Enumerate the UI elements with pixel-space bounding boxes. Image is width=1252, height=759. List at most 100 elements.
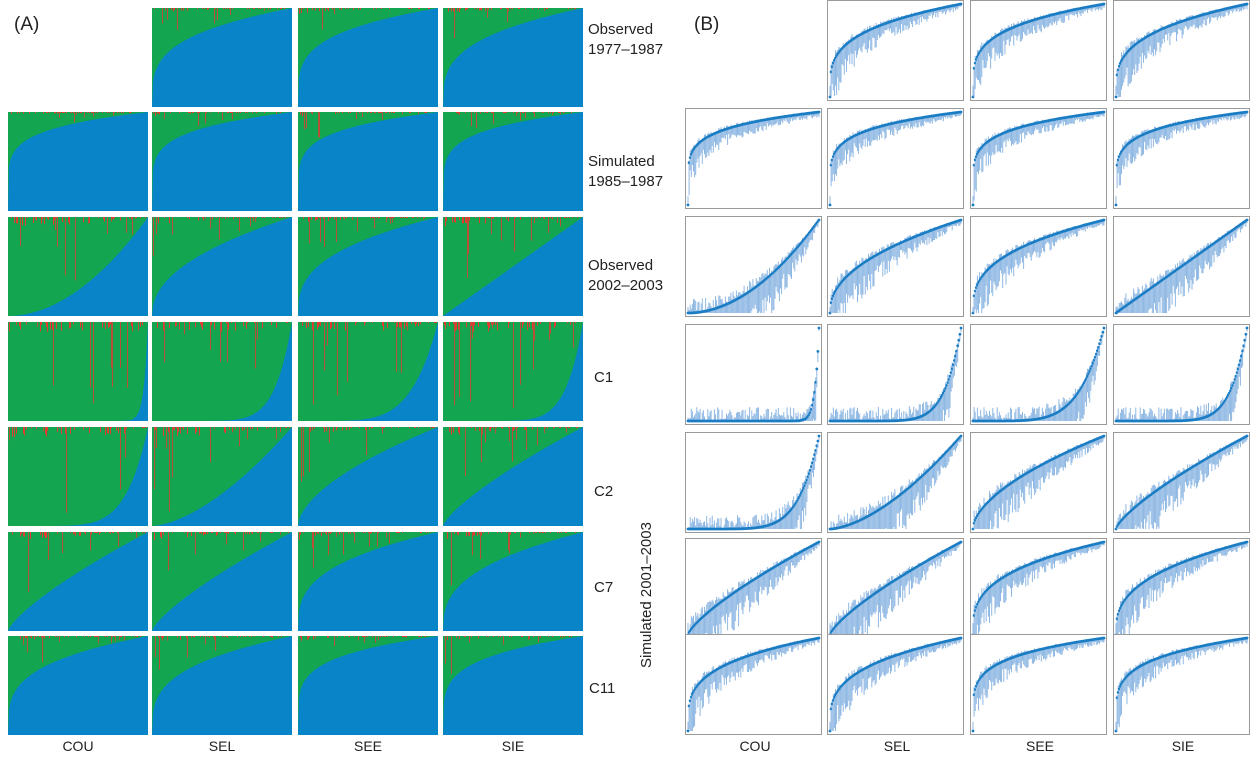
ancestry-red-bar: [92, 112, 93, 113]
ancestry-red-bar: [76, 112, 77, 115]
ancestry-red-bar: [471, 636, 472, 638]
scatter-plot-observed-2002-cou: [685, 216, 822, 317]
scatter-plot-observed-2002-sie: [1113, 216, 1250, 317]
ancestry-red-bar: [230, 8, 231, 15]
ancestry-red-bar: [146, 427, 147, 428]
ancestry-red-bar: [189, 322, 190, 330]
ancestry-red-bar: [407, 217, 408, 218]
ancestry-red-bar: [24, 532, 25, 537]
ancestry-red-bar: [560, 636, 561, 637]
ancestry-red-bar: [382, 636, 383, 637]
ancestry-red-bar: [527, 322, 528, 330]
ancestry-red-bar: [514, 532, 515, 533]
ancestry-red-bar: [220, 532, 221, 534]
ancestry-red-bar: [272, 636, 273, 638]
ancestry-red-bar: [577, 217, 578, 218]
ancestry-blue-area: [443, 112, 583, 211]
ancestry-red-bar: [253, 8, 254, 9]
ancestry-red-bar: [164, 217, 165, 218]
ancestry-red-bar: [409, 112, 410, 113]
ancestry-red-bar: [158, 636, 159, 638]
ancestry-red-bar: [211, 532, 212, 533]
ancestry-red-bar: [188, 112, 189, 113]
structure-plot-simulated-1985-sie: [443, 112, 583, 211]
ancestry-red-bar: [243, 532, 244, 551]
ancestry-red-bar: [514, 427, 515, 430]
ancestry-red-bar: [87, 112, 88, 113]
ancestry-red-bar: [84, 532, 85, 533]
ancestry-red-bar: [189, 217, 190, 220]
ancestry-red-bar: [476, 112, 477, 128]
ancestry-red-bar: [358, 8, 359, 10]
ancestry-red-bar: [109, 322, 110, 327]
ancestry-red-bar: [97, 636, 98, 637]
ancestry-red-bar: [559, 532, 560, 533]
ancestry-red-bar: [145, 532, 146, 533]
ancestry-red-bar: [309, 217, 310, 244]
ancestry-red-bar: [249, 532, 250, 535]
ancestry-red-bar: [334, 217, 335, 220]
ancestry-red-bar: [378, 636, 379, 641]
ancestry-red-bar: [320, 217, 321, 243]
ancestry-red-bar: [227, 322, 228, 363]
scatter-plot-observed-1977-see: [970, 0, 1107, 101]
structure-plot-c7-see: [298, 532, 438, 631]
ancestry-red-bar: [9, 427, 10, 441]
ancestry-red-bar: [491, 322, 492, 325]
ancestry-red-bar: [20, 217, 21, 247]
ancestry-red-bar: [166, 427, 167, 449]
ancestry-red-bar: [140, 322, 141, 327]
ancestry-red-bar: [451, 427, 452, 435]
ancestry-red-bar: [68, 217, 69, 223]
ancestry-red-bar: [486, 427, 487, 428]
ancestry-red-bar: [545, 532, 546, 533]
ancestry-red-bar: [245, 636, 246, 637]
ancestry-red-bar: [55, 112, 56, 114]
ancestry-red-bar: [481, 532, 482, 536]
ancestry-red-bar: [105, 636, 106, 637]
ancestry-red-bar: [576, 427, 577, 428]
ancestry-red-bar: [550, 532, 551, 533]
ancestry-red-bar: [475, 217, 476, 218]
ancestry-red-bar: [205, 636, 206, 645]
ancestry-red-bar: [543, 112, 544, 113]
ancestry-red-bar: [228, 322, 229, 330]
ancestry-red-bar: [159, 636, 160, 670]
ancestry-red-bar: [348, 636, 349, 637]
structure-plot-c1-see: [298, 322, 438, 421]
scatter-plot-observed-2002-see: [970, 216, 1107, 317]
ancestry-red-bar: [402, 532, 403, 533]
ancestry-red-bar: [199, 112, 200, 113]
ancestry-red-bar: [313, 532, 314, 568]
ancestry-red-bar: [323, 217, 324, 219]
ancestry-red-bar: [210, 217, 211, 229]
ancestry-red-bar: [301, 8, 302, 14]
ancestry-red-bar: [48, 532, 49, 560]
ancestry-red-bar: [319, 8, 320, 12]
ancestry-red-bar: [235, 532, 236, 535]
ancestry-red-bar: [324, 322, 325, 371]
ancestry-red-bar: [142, 532, 143, 533]
ancestry-red-bar: [546, 8, 547, 9]
ancestry-red-bar: [214, 636, 215, 640]
ancestry-red-bar: [360, 8, 361, 10]
ancestry-red-bar: [164, 322, 165, 363]
ancestry-red-bar: [526, 427, 527, 450]
ancestry-red-bar: [372, 322, 373, 323]
ancestry-red-bar: [132, 217, 133, 235]
structure-plot-observed-2002-cou: [8, 217, 148, 316]
row-label-simulated-1985: Simulated 1985–1987: [588, 152, 663, 192]
ancestry-red-bar: [428, 8, 429, 9]
ancestry-red-bar: [301, 427, 302, 482]
ancestry-red-bar: [327, 8, 328, 10]
ancestry-red-bar: [272, 532, 273, 533]
ancestry-red-bar: [357, 217, 358, 232]
ancestry-red-bar: [315, 8, 316, 11]
ancestry-red-bar: [488, 636, 489, 637]
ancestry-red-bar: [213, 636, 214, 637]
ancestry-red-bar: [19, 112, 20, 113]
ancestry-red-bar: [163, 636, 164, 638]
ancestry-red-bar: [485, 8, 486, 11]
data-point: [1102, 2, 1106, 6]
ancestry-red-bar: [423, 217, 424, 219]
